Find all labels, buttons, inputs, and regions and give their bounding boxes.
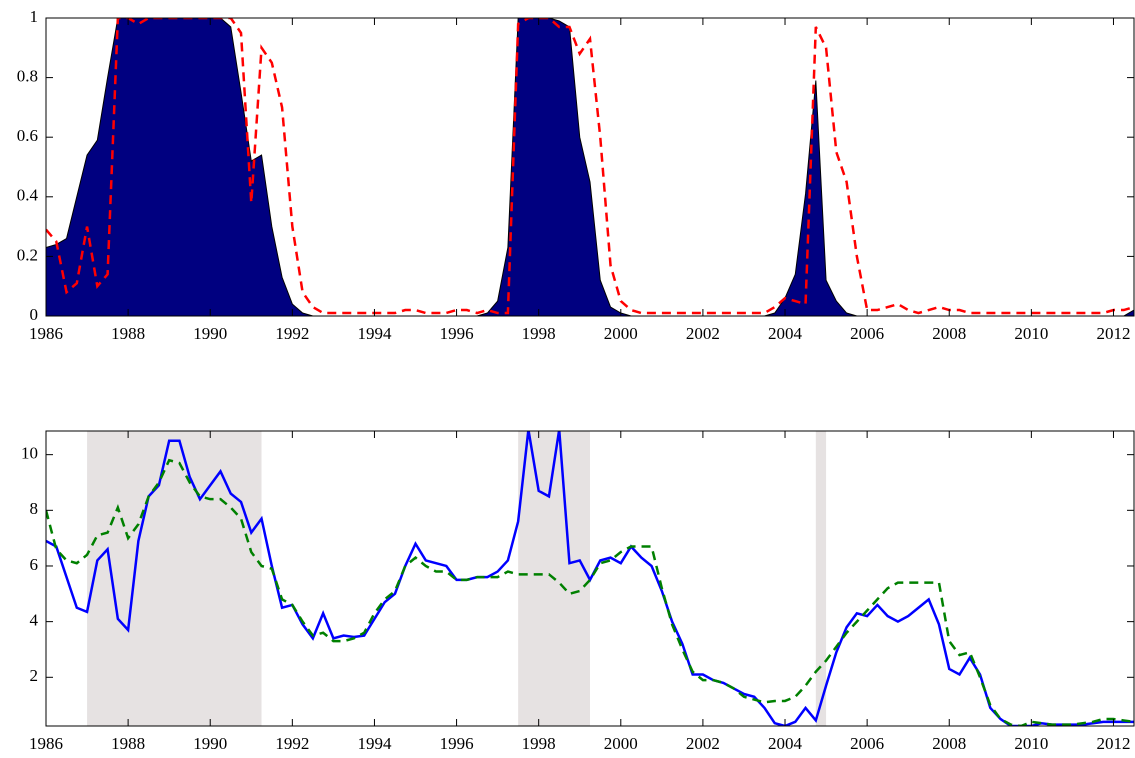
axes-box	[45, 17, 1135, 317]
y-tick-label: 0.6	[17, 126, 38, 145]
plot-area	[46, 18, 1134, 316]
x-tick-label: 1994	[357, 324, 392, 343]
x-tick-label: 2000	[604, 734, 638, 753]
x-tick-label: 2012	[1096, 324, 1130, 343]
x-tick-label: 1988	[111, 324, 145, 343]
x-tick-label: 2006	[850, 734, 884, 753]
x-tick-label: 1988	[111, 734, 145, 753]
line	[46, 458, 1134, 726]
x-tick-label: 1998	[522, 734, 556, 753]
x-tick-label: 1990	[193, 324, 227, 343]
y-tick-label: 8	[30, 499, 39, 518]
y-tick-label: 0.2	[17, 245, 38, 264]
x-tick-label: 1996	[440, 734, 474, 753]
line	[46, 18, 1134, 315]
x-tick-label: 2004	[768, 324, 803, 343]
area	[46, 18, 1134, 316]
y-tick-label: 2	[30, 666, 39, 685]
x-tick-label: 1986	[29, 324, 63, 343]
y-tick-label: 1	[30, 7, 39, 26]
shaded-region	[87, 431, 262, 726]
y-tick-label: 0.8	[17, 67, 38, 86]
x-tick-label: 1996	[440, 324, 474, 343]
x-tick-label: 1990	[193, 734, 227, 753]
x-tick-label: 2008	[932, 324, 966, 343]
y-tick-label: 0	[30, 305, 39, 324]
x-tick-label: 2002	[686, 324, 720, 343]
y-tick-label: 0.4	[17, 186, 39, 205]
x-tick-label: 2002	[686, 734, 720, 753]
panel: 1986 1988 1990 1992 1994 1996 1998 2000 2002 2004…	[17, 7, 1135, 343]
shaded-region	[815, 431, 827, 726]
x-tick-label: 2012	[1096, 734, 1130, 753]
x-tick-label: 1986	[29, 734, 63, 753]
axes-box	[45, 430, 1135, 727]
x-tick-label: 2010	[1014, 324, 1048, 343]
x-tick-label: 1992	[275, 324, 309, 343]
x-tick-label: 1992	[275, 734, 309, 753]
x-tick-label: 1994	[357, 734, 392, 753]
x-tick-label: 2004	[768, 734, 803, 753]
y-tick-label: 6	[30, 555, 39, 574]
line	[46, 431, 1134, 726]
x-tick-label: 2000	[604, 324, 638, 343]
x-tick-label: 1998	[522, 324, 556, 343]
y-tick-label: 4	[30, 611, 39, 630]
panel: 1986 1988 1990 1992 1994 1996 1998 2000 2002 2004…	[21, 430, 1135, 753]
x-tick-label: 2006	[850, 324, 884, 343]
y-tick-label: 10	[21, 444, 38, 463]
x-tick-label: 2010	[1014, 734, 1048, 753]
x-tick-label: 2008	[932, 734, 966, 753]
plot-area	[46, 431, 1134, 726]
